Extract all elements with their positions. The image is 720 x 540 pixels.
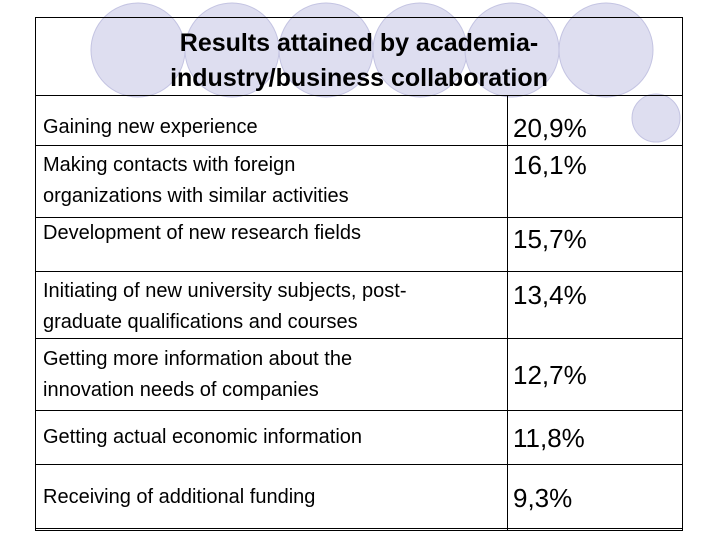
- label-line: graduate qualifications and courses: [43, 311, 358, 333]
- result-label: Initiating of new university subjects, p…: [35, 271, 508, 339]
- label-line: Development of new research fields: [43, 222, 361, 244]
- label-line: Receiving of additional funding: [43, 486, 316, 508]
- result-percentage: 11,8%: [507, 410, 683, 465]
- slide-title: Results attained by academia- industry/b…: [35, 26, 683, 96]
- label-line: Initiating of new university subjects, p…: [43, 280, 407, 302]
- result-label: Getting actual economic information: [35, 410, 508, 465]
- table-row: Making contacts with foreign organizatio…: [35, 145, 683, 218]
- table-row: Development of new research fields 15,7%: [35, 217, 683, 272]
- result-label: Development of new research fields: [35, 217, 508, 272]
- result-label: Receiving of additional funding: [35, 464, 508, 531]
- result-percentage: 9,3%: [507, 464, 683, 531]
- result-label: Getting more information about the innov…: [35, 338, 508, 411]
- table-row: Getting more information about the innov…: [35, 338, 683, 411]
- label-line: innovation needs of companies: [43, 378, 319, 401]
- title-line: Results attained by academia-: [179, 29, 539, 57]
- result-percentage: 15,7%: [507, 217, 683, 272]
- result-percentage: 12,7%: [507, 338, 683, 411]
- label-line: Getting more information about the: [43, 347, 353, 370]
- label-line: organizations with similar activities: [43, 185, 349, 207]
- label-line: Getting actual economic information: [43, 426, 363, 448]
- label-line: Gaining new experience: [43, 116, 258, 138]
- table-row: Gaining new experience 20,9%: [35, 95, 683, 146]
- table-row: Initiating of new university subjects, p…: [35, 271, 683, 339]
- result-percentage: 20,9%: [507, 95, 683, 146]
- results-table: Gaining new experience 20,9% Making cont…: [35, 95, 683, 531]
- result-percentage: 16,1%: [507, 145, 683, 218]
- table-row: Getting actual economic information 11,8…: [35, 410, 683, 465]
- result-label: Making contacts with foreign organizatio…: [35, 145, 508, 218]
- label-line: Making contacts with foreign: [43, 154, 296, 176]
- title-line: industry/business collaboration: [170, 64, 548, 92]
- result-label: Gaining new experience: [35, 95, 508, 146]
- table-row: Receiving of additional funding 9,3%: [35, 464, 683, 531]
- result-percentage: 13,4%: [507, 271, 683, 339]
